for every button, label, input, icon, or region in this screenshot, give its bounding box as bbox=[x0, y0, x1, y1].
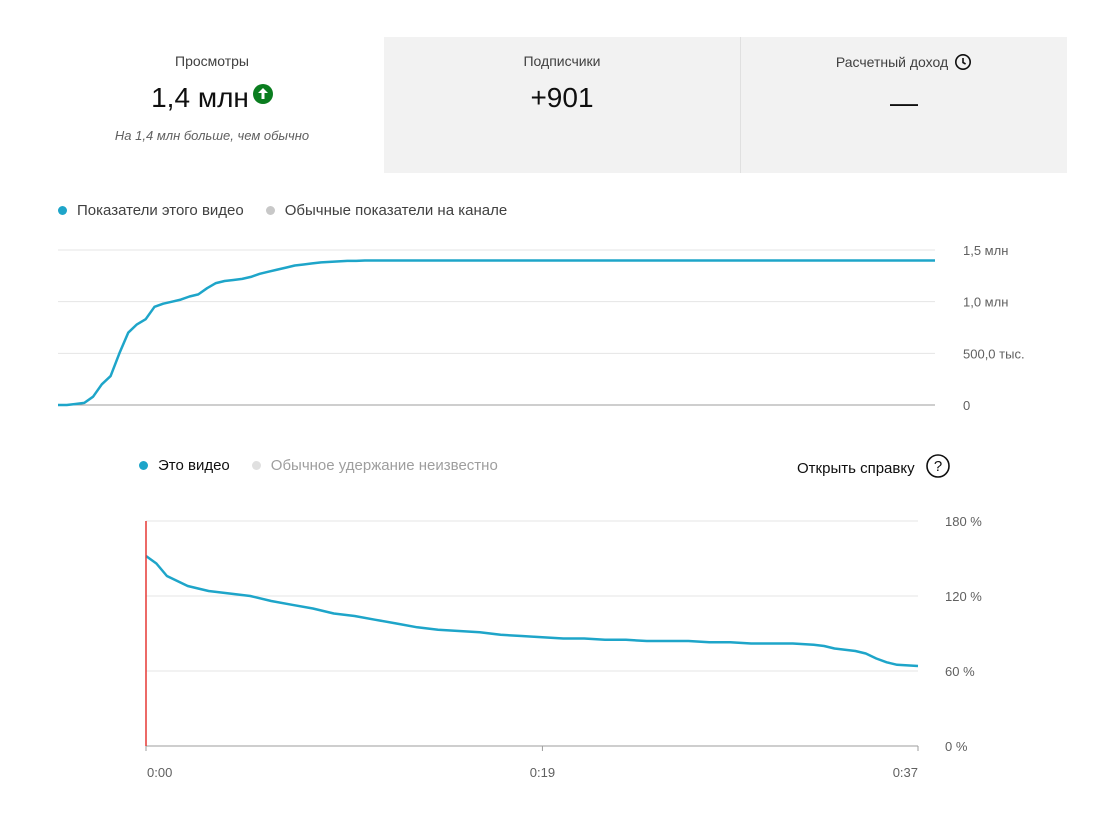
retention-series-line bbox=[145, 554, 919, 668]
retention-x-tick-label: 0:00 bbox=[147, 765, 172, 780]
arrow-up-circle-icon bbox=[252, 84, 273, 104]
retention-y-tick-label: 60 % bbox=[945, 664, 975, 679]
clock-icon bbox=[954, 53, 972, 74]
question-circle-icon[interactable]: ? bbox=[925, 453, 951, 483]
retention-x-tick-label: 0:19 bbox=[530, 765, 555, 780]
revenue-value: — bbox=[890, 87, 918, 118]
help-link-label[interactable]: Открыть справку bbox=[797, 459, 915, 477]
views-value: 1,4 млн bbox=[151, 82, 249, 113]
views-y-tick-label: 1,0 млн bbox=[963, 295, 1008, 310]
views-y-tick-label: 1,5 млн bbox=[963, 243, 1008, 258]
views-card[interactable]: Просмотры 1,4 млн На 1,4 млн больше, чем… bbox=[40, 37, 384, 173]
views-chart-legend: Показатели этого видео Обычные показател… bbox=[58, 202, 507, 219]
metric-cards: Просмотры 1,4 млн На 1,4 млн больше, чем… bbox=[40, 37, 1067, 173]
legend-retention-typical: Обычное удержание неизвестно bbox=[270, 457, 498, 474]
revenue-label: Расчетный доход bbox=[835, 54, 949, 70]
legend-this-video: Показатели этого видео bbox=[77, 202, 244, 219]
legend-typical: Обычные показатели на канале bbox=[284, 202, 508, 219]
legend-dot-this-video bbox=[58, 206, 67, 215]
revenue-card[interactable]: Расчетный доход — bbox=[741, 37, 1067, 173]
retention-y-tick-label: 120 % bbox=[945, 589, 982, 604]
legend-dot-retention-typical bbox=[251, 461, 261, 470]
retention-y-tick-label: 0 % bbox=[945, 739, 968, 754]
subscribers-value: +901 bbox=[530, 82, 594, 113]
views-y-tick-label: 0 bbox=[963, 398, 970, 413]
subscribers-label: Подписчики bbox=[523, 53, 601, 69]
views-comparison: На 1,4 млн больше, чем обычно bbox=[114, 128, 310, 143]
subscribers-card[interactable]: Подписчики +901 bbox=[384, 37, 741, 173]
views-label: Просмотры bbox=[175, 53, 249, 69]
views-series-line bbox=[58, 259, 935, 407]
legend-dot-typical bbox=[265, 206, 275, 215]
retention-x-tick-label: 0:37 bbox=[893, 765, 918, 780]
views-y-tick-label: 500,0 тыс. bbox=[963, 346, 1025, 361]
views-chart: 1,5 млн 1,0 млн 500,0 тыс. 0 bbox=[58, 243, 1025, 413]
svg-text:?: ? bbox=[933, 458, 941, 475]
help-link[interactable]: Открыть справку ? bbox=[797, 453, 951, 483]
legend-retention-this-video: Это видео bbox=[158, 457, 230, 474]
legend-dot-retention-this-video bbox=[139, 461, 148, 470]
retention-y-tick-label: 180 % bbox=[945, 514, 982, 529]
retention-chart-legend: Это видео Обычное удержание неизвестно bbox=[139, 457, 498, 474]
